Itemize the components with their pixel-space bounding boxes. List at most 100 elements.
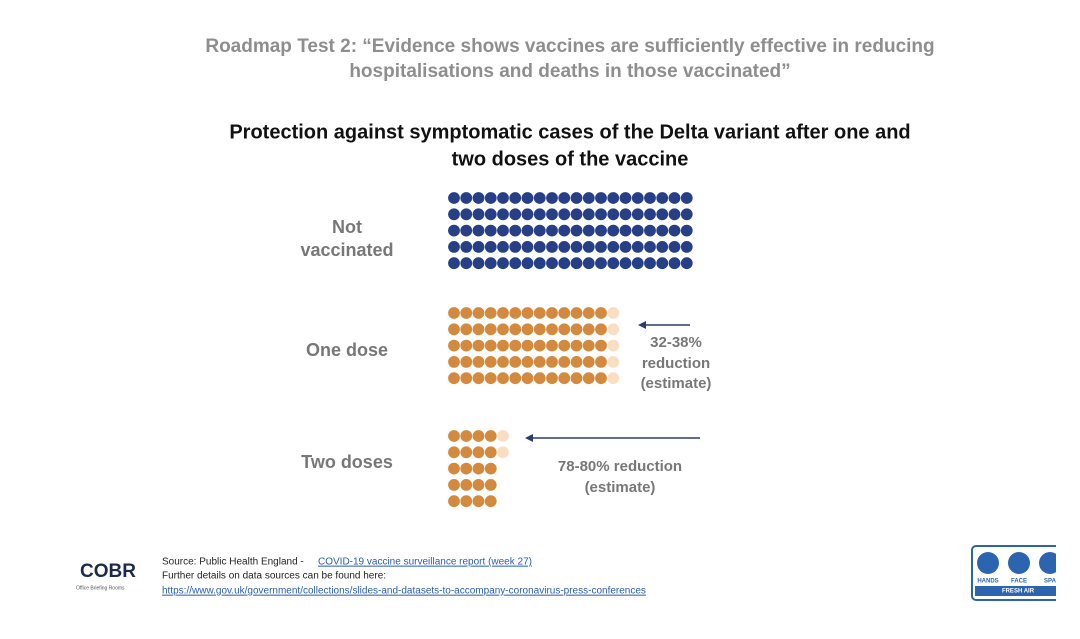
dot	[448, 446, 460, 459]
dot	[460, 208, 473, 221]
dot	[582, 372, 595, 385]
dot	[472, 307, 485, 319]
dot	[484, 224, 497, 237]
dot	[448, 356, 460, 368]
dot-range-group	[607, 307, 620, 385]
annotation: (estimate)	[641, 375, 712, 392]
source-link[interactable]: COVID-19 vaccine surveillance report (we…	[318, 557, 532, 568]
dot	[460, 495, 473, 508]
dot	[558, 208, 571, 221]
dot	[484, 495, 497, 508]
dot	[619, 192, 632, 204]
dot	[533, 224, 546, 237]
dot	[595, 241, 607, 253]
dot	[448, 257, 460, 270]
dot	[497, 372, 509, 385]
dot	[656, 192, 669, 204]
dot	[521, 224, 534, 237]
dot	[448, 479, 460, 491]
dot	[460, 430, 473, 442]
dot	[509, 224, 522, 237]
dot	[546, 224, 558, 237]
dot	[509, 208, 522, 221]
dot-light	[607, 339, 620, 352]
dot	[546, 192, 558, 204]
dot	[448, 430, 460, 442]
dot	[680, 192, 693, 204]
dot	[668, 257, 681, 270]
dot	[619, 257, 632, 270]
dot	[558, 356, 571, 368]
arrow-head	[525, 434, 533, 442]
dot	[497, 339, 509, 352]
dot	[644, 257, 656, 270]
dot	[533, 372, 546, 385]
dot-light	[607, 356, 620, 368]
dot	[448, 323, 460, 336]
dot	[619, 208, 632, 221]
dot	[644, 208, 656, 221]
dot	[668, 224, 681, 237]
dot	[460, 462, 473, 475]
dot	[460, 339, 473, 352]
dot	[595, 307, 607, 319]
dot	[484, 323, 497, 336]
dot	[509, 241, 522, 253]
dot	[472, 208, 485, 221]
header-title: hospitalisations and deaths in those vac…	[349, 61, 790, 82]
dot	[570, 257, 583, 270]
dot	[484, 356, 497, 368]
dot	[582, 257, 595, 270]
dot	[497, 356, 509, 368]
dot	[668, 241, 681, 253]
logo-left: COBR	[80, 561, 136, 582]
chart-title: two doses of the vaccine	[452, 148, 689, 170]
dot	[558, 339, 571, 352]
dot	[484, 192, 497, 204]
dot	[631, 208, 644, 221]
dot	[497, 224, 509, 237]
dot	[644, 224, 656, 237]
dot	[521, 307, 534, 319]
dot	[607, 192, 620, 204]
dot	[484, 462, 497, 475]
dot	[644, 241, 656, 253]
dot	[448, 192, 460, 204]
dot	[595, 356, 607, 368]
logo-icon	[1008, 552, 1030, 574]
dot	[484, 241, 497, 253]
dot	[533, 307, 546, 319]
category-label: Two doses	[301, 452, 393, 472]
dot	[460, 356, 473, 368]
dot-light	[497, 430, 509, 442]
category-label: Not	[332, 217, 362, 237]
dot	[509, 339, 522, 352]
dot	[582, 356, 595, 368]
dot	[448, 307, 460, 319]
dot	[521, 192, 534, 204]
dot-group	[448, 430, 497, 508]
dot	[595, 257, 607, 270]
dot	[521, 356, 534, 368]
dot	[448, 208, 460, 221]
logo-icon	[1039, 552, 1061, 574]
dot	[631, 224, 644, 237]
dot	[680, 257, 693, 270]
dot	[472, 479, 485, 491]
dot	[546, 372, 558, 385]
dot	[595, 224, 607, 237]
dot	[484, 208, 497, 221]
dot	[644, 192, 656, 204]
dot	[546, 356, 558, 368]
dot	[607, 224, 620, 237]
dot	[558, 372, 571, 385]
url-link[interactable]: https://www.gov.uk/government/collection…	[162, 586, 646, 597]
dot	[570, 356, 583, 368]
dot	[509, 372, 522, 385]
dot-light	[607, 323, 620, 336]
dot	[546, 257, 558, 270]
dot	[509, 257, 522, 270]
logo-band-text: FRESH AIR	[1002, 589, 1035, 595]
dot	[558, 257, 571, 270]
